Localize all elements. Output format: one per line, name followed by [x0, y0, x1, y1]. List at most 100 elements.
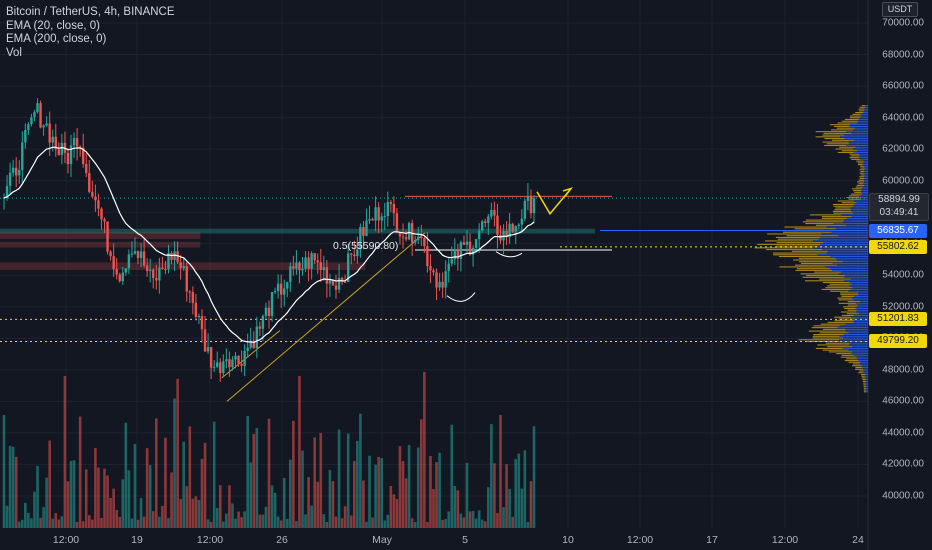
ema200-legend[interactable]: EMA (200, close, 0) [6, 33, 107, 45]
volume-profile-bar [828, 351, 853, 353]
candle [386, 202, 389, 216]
volume-profile-bar [818, 238, 868, 240]
volume-profile-bar [773, 254, 818, 256]
volume-bar [249, 462, 253, 528]
volume-profile-bar [842, 347, 868, 349]
candle [5, 185, 9, 198]
volume-profile-bar [853, 299, 868, 301]
volume-profile-bar [858, 108, 865, 110]
volume-profile-bar [802, 221, 844, 223]
candle [234, 355, 237, 360]
volume-profile-bar [839, 339, 868, 341]
candle [191, 292, 195, 303]
volume-bar [66, 481, 70, 528]
y-tick-label: 52000.00 [882, 301, 924, 313]
volume-bar [48, 440, 51, 528]
volume-profile-bar [833, 205, 854, 207]
candle [243, 350, 246, 366]
candle [237, 355, 240, 364]
volume-profile-bar [824, 144, 847, 147]
candle [112, 256, 115, 270]
volume-profile-bar [850, 155, 860, 157]
volume-profile-bar [821, 288, 851, 291]
volume-bar [517, 453, 521, 528]
quote-unit-button[interactable]: USDT [882, 2, 918, 17]
volume-profile-bar [805, 219, 845, 221]
volume-bar [97, 467, 100, 528]
volume-profile-bar [821, 233, 868, 235]
volume-profile-bar [860, 361, 868, 363]
volume-profile-bar [839, 325, 868, 327]
volume-bar [164, 437, 167, 528]
volume-profile-bar [837, 264, 868, 266]
volume-profile-bar [820, 236, 868, 238]
volume-bar [218, 485, 222, 528]
volume-profile-bar [830, 290, 849, 292]
volume-bar [499, 414, 502, 528]
volume-profile-bar [853, 363, 860, 365]
candle [179, 262, 182, 269]
volume-bar [505, 464, 508, 528]
candle [176, 251, 179, 263]
candle [42, 125, 45, 128]
ema20-legend[interactable]: EMA (20, close, 0) [6, 19, 100, 32]
volume-profile-bar [845, 323, 868, 325]
volume-bar [490, 424, 493, 528]
volume-profile-bar [858, 153, 868, 155]
volume-bar [496, 512, 499, 528]
candle [340, 277, 344, 282]
candle [395, 213, 399, 233]
volume-bar [60, 516, 64, 528]
volume-profile-bar [863, 389, 867, 391]
volume-profile-bar [853, 320, 868, 322]
candle [493, 209, 496, 216]
volume-profile-bar [837, 200, 854, 202]
volume-legend[interactable]: Vol [6, 46, 22, 59]
volume-profile-bar [776, 242, 824, 244]
volume-profile-bar [833, 223, 868, 225]
volume-bar [356, 440, 359, 528]
candle [216, 362, 219, 367]
volume-profile-bar [827, 285, 850, 287]
volume-profile-bar [860, 301, 868, 303]
candle [273, 291, 277, 293]
volume-bar [188, 426, 192, 528]
volume-bar [139, 497, 143, 528]
volume-bar [228, 485, 231, 528]
volume-bar [474, 518, 478, 528]
volume-profile-bar [848, 198, 861, 200]
volume-bar [94, 448, 97, 528]
ema-line [3, 146, 535, 344]
volume-bar [383, 520, 387, 528]
volume-profile-bar [812, 335, 840, 337]
volume-profile-bar [841, 214, 868, 216]
volume-profile-bar [841, 202, 857, 204]
volume-profile-bar [821, 216, 852, 218]
volume-bar [359, 413, 362, 528]
volume-profile-bar [845, 224, 868, 226]
symbol-title[interactable]: Bitcoin / TetherUS, 4h, BINANCE [6, 6, 175, 18]
volume-profile-bar [834, 316, 852, 318]
volume-profile-bar [845, 275, 868, 277]
volume-bar [170, 472, 173, 528]
volume-bar [456, 490, 460, 528]
volume-bar [447, 511, 451, 528]
volume-bar [252, 433, 256, 528]
volume-profile-bar [830, 255, 868, 258]
volume-profile-bar [814, 271, 842, 273]
candle [33, 112, 36, 118]
candle [447, 263, 450, 272]
volume-bar [179, 499, 182, 528]
volume-profile-bar [808, 330, 846, 332]
volume-bar [386, 514, 390, 528]
volume-profile-bar [857, 304, 868, 306]
volume-profile-bar [848, 195, 860, 197]
volume-profile-bar [825, 287, 853, 289]
volume-profile-bar [859, 196, 868, 199]
volume-profile-bar [866, 380, 868, 382]
candle [246, 347, 249, 351]
projection-path [536, 188, 572, 216]
candle [203, 329, 207, 352]
volume-profile-bar [821, 217, 848, 219]
